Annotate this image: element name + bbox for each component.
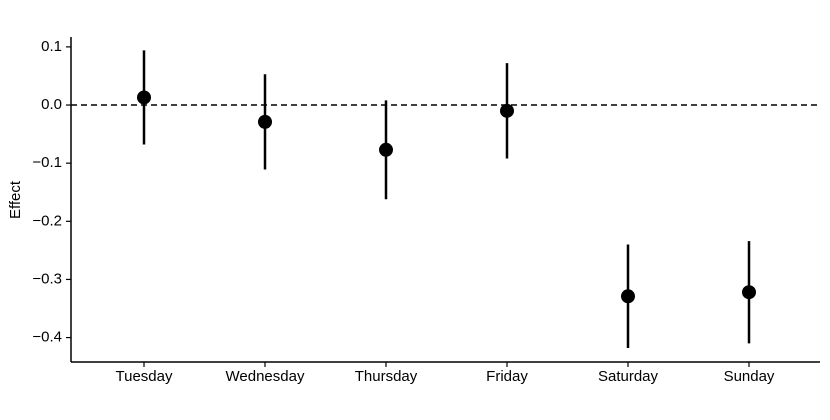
y-tick-label: −0.1 (32, 154, 62, 171)
y-tick-label: 0.0 (41, 96, 62, 113)
y-axis-label: Effect (7, 180, 24, 219)
x-tick-label: Saturday (598, 368, 659, 385)
x-tick-label: Thursday (355, 368, 418, 385)
x-tick-label: Friday (486, 368, 528, 385)
point (258, 114, 272, 129)
x-tick-label: Wednesday (226, 368, 305, 385)
x-tick-label: Tuesday (116, 368, 173, 385)
point (742, 285, 756, 300)
point (137, 90, 151, 105)
point (500, 103, 514, 118)
y-tick-label: −0.3 (32, 270, 62, 287)
point (621, 289, 635, 304)
y-tick-label: −0.2 (32, 212, 62, 229)
point (379, 142, 393, 157)
y-tick-label: 0.1 (41, 38, 62, 55)
x-tick-label: Sunday (724, 368, 775, 385)
y-tick-label: −0.4 (32, 329, 62, 346)
